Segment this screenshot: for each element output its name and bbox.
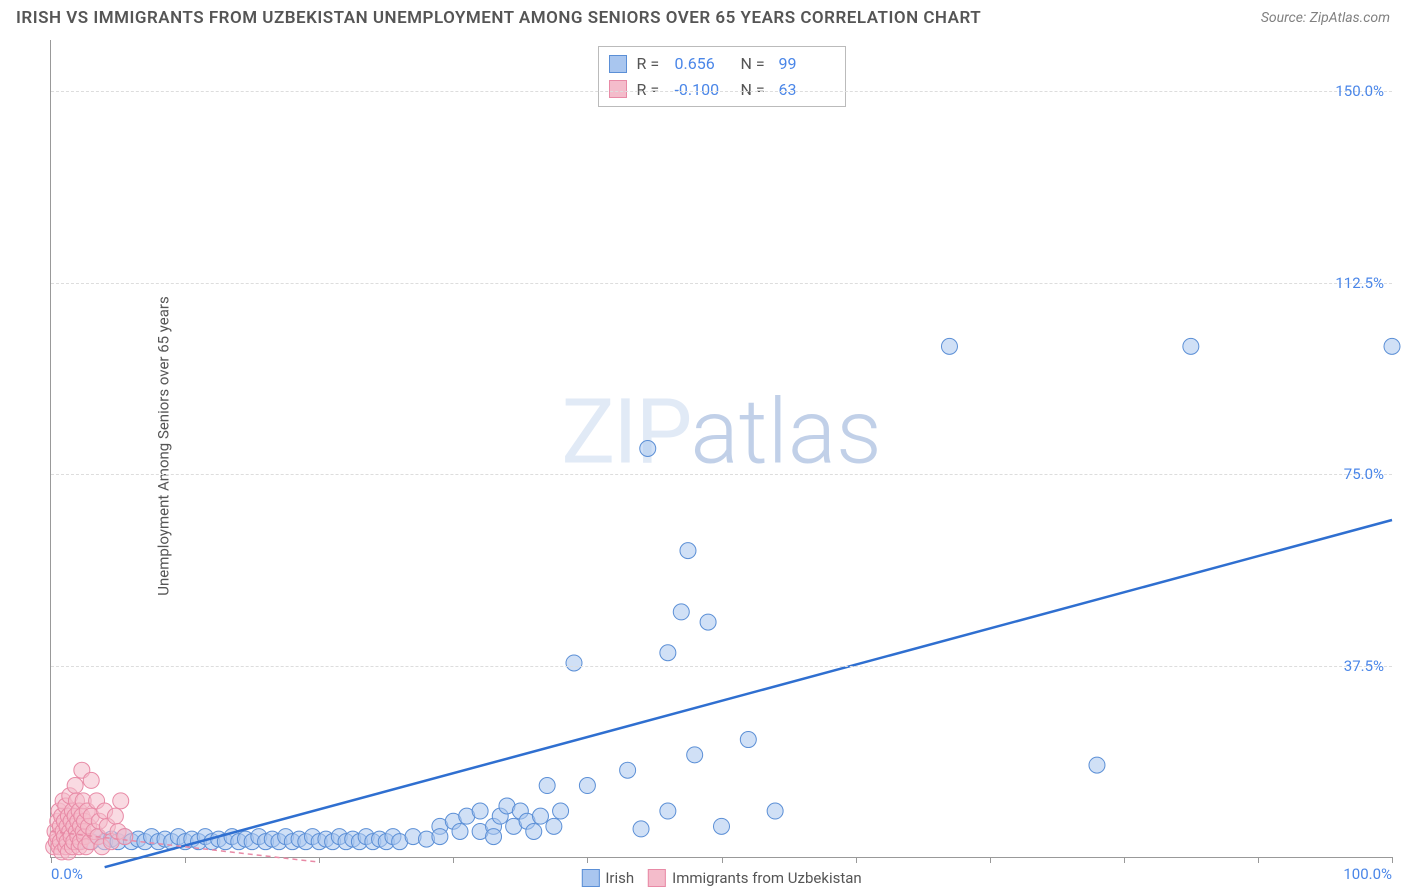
trend-line (105, 520, 1392, 867)
x-tick (587, 857, 588, 863)
gridline (51, 283, 1392, 284)
data-point (546, 818, 562, 834)
data-point (539, 778, 555, 794)
data-point (432, 829, 448, 845)
data-point (579, 778, 595, 794)
data-point (660, 645, 676, 661)
source-label: Source: ZipAtlas.com (1261, 10, 1390, 26)
data-point (620, 762, 636, 778)
y-tick-label: 112.5% (1335, 274, 1384, 292)
data-point (700, 614, 716, 630)
x-tick (453, 857, 454, 863)
data-point (117, 829, 133, 845)
x-tick (990, 857, 991, 863)
y-tick-label: 150.0% (1335, 82, 1384, 100)
gridline (51, 474, 1392, 475)
data-point (553, 803, 569, 819)
chart-plot-area: ZIPatlas R =0.656N =99R =-0.100N =63 0.0… (50, 40, 1392, 858)
data-point (472, 803, 488, 819)
data-point (526, 823, 542, 839)
series-legend: Irish Immigrants from Uzbekistan (581, 869, 861, 887)
data-point (113, 793, 129, 809)
data-point (740, 732, 756, 748)
data-point (1183, 338, 1199, 354)
data-point (714, 818, 730, 834)
data-point (1384, 338, 1400, 354)
x-tick (319, 857, 320, 863)
series-name: Irish (605, 869, 634, 887)
x-tick (722, 857, 723, 863)
x-axis-max-label: 100.0% (1343, 865, 1392, 883)
x-tick (856, 857, 857, 863)
chart-title: IRISH VS IMMIGRANTS FROM UZBEKISTAN UNEM… (16, 8, 981, 28)
x-tick (1258, 857, 1259, 863)
scatter-svg (51, 40, 1392, 857)
data-point (486, 829, 502, 845)
data-point (107, 808, 123, 824)
x-tick (185, 857, 186, 863)
series-legend-item: Irish (581, 869, 634, 887)
gridline (51, 666, 1392, 667)
data-point (660, 803, 676, 819)
x-tick (51, 857, 52, 863)
data-point (941, 338, 957, 354)
x-tick (1124, 857, 1125, 863)
legend-swatch (648, 869, 666, 887)
data-point (452, 823, 468, 839)
data-point (566, 655, 582, 671)
series-name: Immigrants from Uzbekistan (672, 869, 862, 887)
data-point (67, 778, 83, 794)
y-tick-label: 75.0% (1344, 465, 1384, 483)
data-point (767, 803, 783, 819)
data-point (673, 604, 689, 620)
data-point (532, 808, 548, 824)
data-point (640, 441, 656, 457)
legend-swatch (581, 869, 599, 887)
y-tick-label: 37.5% (1344, 657, 1384, 675)
data-point (680, 543, 696, 559)
x-axis-min-label: 0.0% (51, 865, 83, 883)
series-legend-item: Immigrants from Uzbekistan (648, 869, 862, 887)
data-point (633, 821, 649, 837)
data-point (687, 747, 703, 763)
data-point (1089, 757, 1105, 773)
data-point (83, 772, 99, 788)
gridline (51, 91, 1392, 92)
x-tick (1392, 857, 1393, 863)
